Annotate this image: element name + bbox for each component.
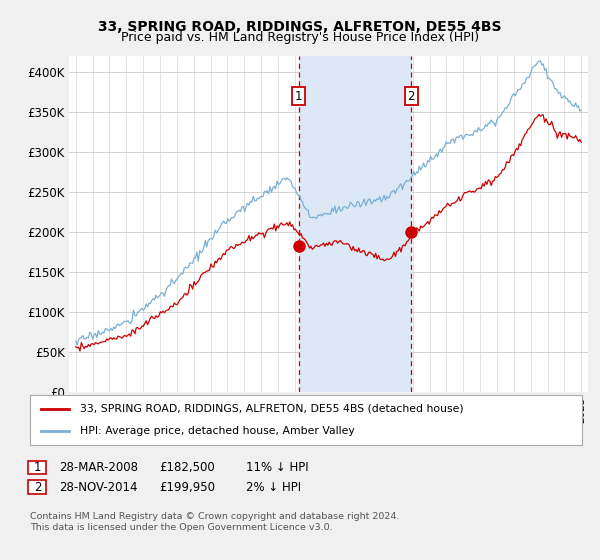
Text: Contains HM Land Registry data © Crown copyright and database right 2024.
This d: Contains HM Land Registry data © Crown c… bbox=[30, 512, 400, 532]
Text: 33, SPRING ROAD, RIDDINGS, ALFRETON, DE55 4BS (detached house): 33, SPRING ROAD, RIDDINGS, ALFRETON, DE5… bbox=[80, 404, 463, 414]
Text: 28-MAR-2008: 28-MAR-2008 bbox=[59, 461, 138, 474]
Text: 28-NOV-2014: 28-NOV-2014 bbox=[59, 480, 137, 494]
Text: £199,950: £199,950 bbox=[159, 480, 215, 494]
Text: Price paid vs. HM Land Registry's House Price Index (HPI): Price paid vs. HM Land Registry's House … bbox=[121, 31, 479, 44]
Text: 1: 1 bbox=[34, 461, 41, 474]
Text: 33, SPRING ROAD, RIDDINGS, ALFRETON, DE55 4BS: 33, SPRING ROAD, RIDDINGS, ALFRETON, DE5… bbox=[98, 20, 502, 34]
Text: 1: 1 bbox=[295, 90, 302, 102]
Bar bbox=[299, 56, 411, 392]
Text: 2: 2 bbox=[34, 480, 41, 494]
Text: £182,500: £182,500 bbox=[159, 461, 215, 474]
Text: 11% ↓ HPI: 11% ↓ HPI bbox=[246, 461, 308, 474]
Text: 1: 1 bbox=[34, 461, 41, 474]
Text: 2% ↓ HPI: 2% ↓ HPI bbox=[246, 480, 301, 494]
Text: HPI: Average price, detached house, Amber Valley: HPI: Average price, detached house, Ambe… bbox=[80, 426, 355, 436]
Text: 2: 2 bbox=[407, 90, 415, 102]
